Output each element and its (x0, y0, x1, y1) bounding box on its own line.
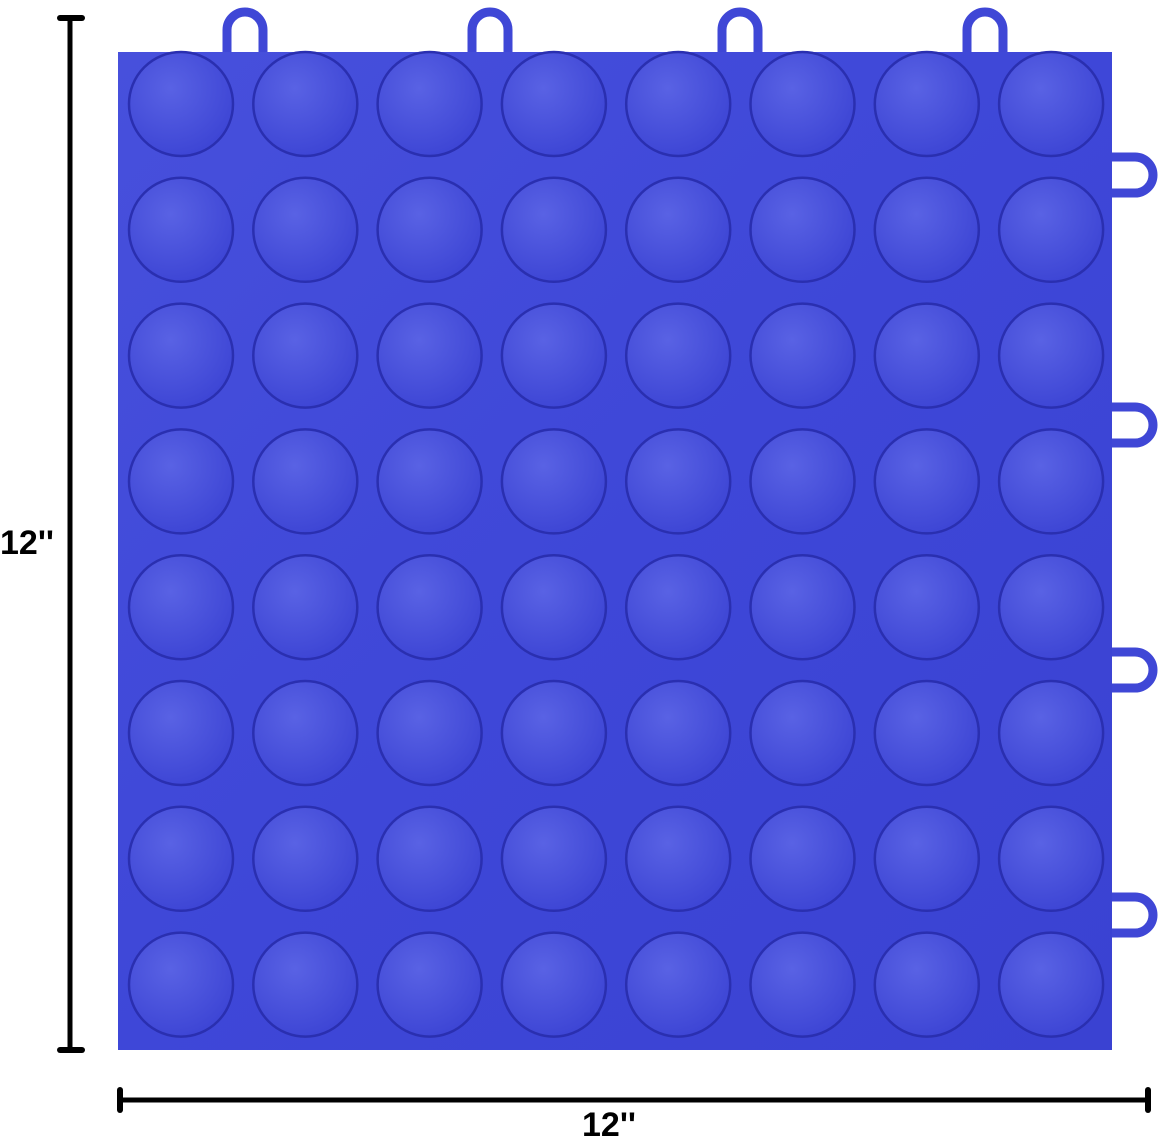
coin-bump (252, 50, 359, 158)
width-label: 12'' (582, 1106, 636, 1144)
coin-bump (997, 302, 1105, 409)
coin-bump (624, 50, 732, 158)
coin-bump (252, 805, 359, 913)
coin-bump (252, 679, 359, 787)
coin-bump (376, 805, 483, 913)
coin-bump (749, 931, 856, 1038)
coin-bump (749, 176, 856, 284)
connector-loop (222, 7, 268, 56)
coin-bump (873, 805, 981, 913)
coin-bump (997, 805, 1105, 913)
coin-bump (252, 176, 359, 284)
coin-bump (500, 302, 608, 409)
coin-pattern (127, 50, 1105, 1038)
coin-bump (873, 302, 981, 409)
coin-bump (127, 553, 235, 661)
coin-bump (873, 553, 981, 661)
coin-bump (252, 553, 359, 661)
coin-bump (376, 302, 483, 409)
coin-bump (127, 931, 235, 1038)
coin-bump (500, 553, 608, 661)
coin-bump (749, 679, 856, 787)
coin-bump (873, 679, 981, 787)
coin-bump (127, 428, 235, 535)
coin-bump (624, 553, 732, 661)
coin-bump (624, 428, 732, 535)
coin-bump (376, 553, 483, 661)
coin-bump (252, 428, 359, 535)
coin-bump (749, 428, 856, 535)
height-label: 12'' (0, 524, 54, 562)
height-dimension-line (57, 15, 85, 1053)
coin-bump (749, 805, 856, 913)
coin-bump (997, 50, 1105, 158)
coin-bump (127, 302, 235, 409)
connector-loops (222, 7, 1158, 938)
coin-bump (624, 176, 732, 284)
connector-loop (962, 7, 1008, 56)
coin-bump (252, 931, 359, 1038)
connector-loop (1108, 152, 1158, 198)
coin-bump (749, 553, 856, 661)
coin-bump (376, 50, 483, 158)
coin-bump (624, 805, 732, 913)
coin-bump (252, 302, 359, 409)
coin-bump (127, 176, 235, 284)
coin-bump (500, 931, 608, 1038)
coin-bump (500, 679, 608, 787)
coin-bump (873, 50, 981, 158)
width-dimension-line (117, 1087, 1151, 1113)
coin-bump (500, 805, 608, 913)
coin-bump (127, 679, 235, 787)
coin-bump (127, 805, 235, 913)
connector-loop (717, 7, 763, 56)
coin-bump (376, 931, 483, 1038)
coin-bump (376, 176, 483, 284)
coin-bump (997, 931, 1105, 1038)
coin-bump (749, 302, 856, 409)
coin-bump (997, 176, 1105, 284)
coin-bump (873, 931, 981, 1038)
coin-bump (873, 428, 981, 535)
coin-bump (997, 679, 1105, 787)
coin-bump (376, 679, 483, 787)
coin-bump (997, 428, 1105, 535)
coin-bump (500, 50, 608, 158)
connector-loop (1108, 647, 1158, 693)
coin-bump (873, 176, 981, 284)
coin-bump (500, 428, 608, 535)
coin-bump (749, 50, 856, 158)
coin-bump (624, 302, 732, 409)
coin-bump (500, 176, 608, 284)
coin-bump (127, 50, 235, 158)
coin-bump (997, 553, 1105, 661)
connector-loop (467, 7, 513, 56)
coin-bump (624, 679, 732, 787)
connector-loop (1108, 892, 1158, 938)
coin-bump (624, 931, 732, 1038)
connector-loop (1108, 402, 1158, 448)
coin-bump (376, 428, 483, 535)
